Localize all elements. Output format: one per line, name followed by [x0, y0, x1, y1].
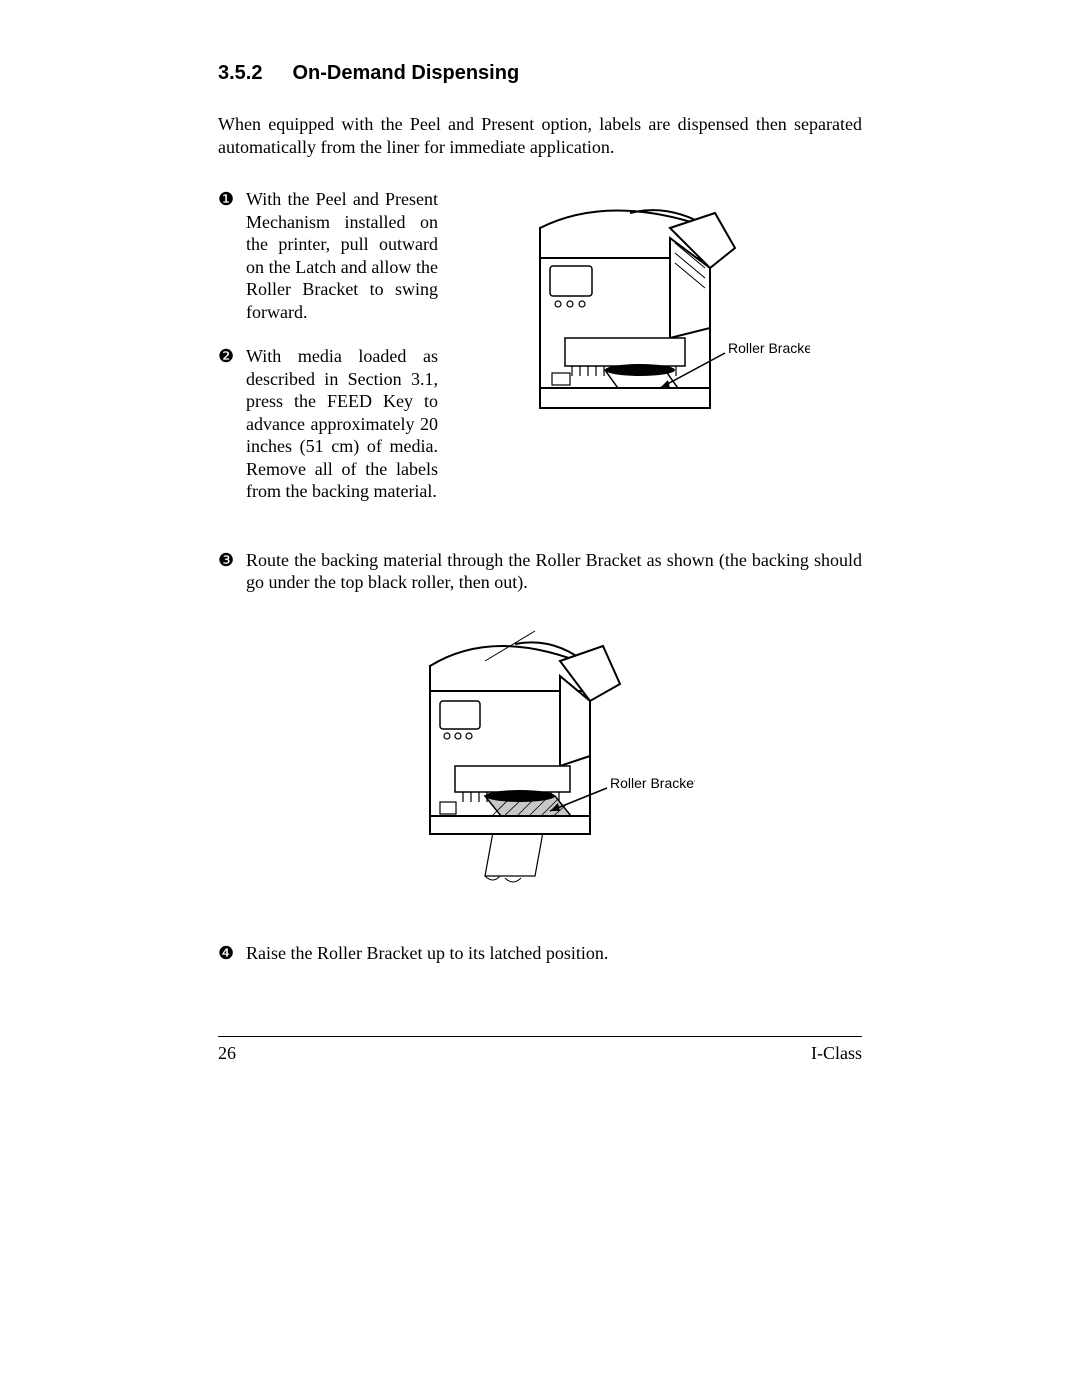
section-heading: 3.5.2 On-Demand Dispensing — [218, 62, 862, 85]
step-2: ❷ With media loaded as described in Sect… — [218, 345, 438, 503]
manual-page: 3.5.2 On-Demand Dispensing When equipped … — [0, 0, 1080, 1397]
step-4: ❹ Raise the Roller Bracket up to its lat… — [218, 942, 862, 965]
step-bullet-icon: ❷ — [218, 345, 246, 503]
steps-with-figure: ❶ With the Peel and Present Mechanism in… — [218, 188, 862, 525]
step-text: With media loaded as described in Sectio… — [246, 345, 438, 503]
page-number: 26 — [218, 1043, 236, 1064]
step-text: Raise the Roller Bracket up to its latch… — [246, 942, 862, 965]
doc-class-label: I-Class — [811, 1043, 862, 1064]
footer-rule — [218, 1036, 862, 1037]
step-text: With the Peel and Present Mechanism inst… — [246, 188, 438, 323]
section-title: On-Demand Dispensing — [292, 62, 519, 84]
printer-routing-illustration-icon: Roller Bracket — [385, 606, 695, 906]
left-steps-column: ❶ With the Peel and Present Mechanism in… — [218, 188, 438, 525]
step-text: Route the backing material through the R… — [246, 549, 862, 594]
section-number: 3.5.2 — [218, 62, 262, 85]
figure-label-roller-bracket: Roller Bracket — [728, 340, 810, 356]
figure-2-wrap: Roller Bracket — [218, 606, 862, 906]
step-bullet-icon: ❸ — [218, 549, 246, 594]
spacer — [218, 976, 862, 1018]
intro-paragraph: When equipped with the Peel and Present … — [218, 113, 862, 158]
step-1: ❶ With the Peel and Present Mechanism in… — [218, 188, 438, 323]
step-bullet-icon: ❶ — [218, 188, 246, 323]
step-3: ❸ Route the backing material through the… — [218, 549, 862, 594]
step-bullet-icon: ❹ — [218, 942, 246, 965]
printer-illustration-icon: Roller Bracket — [510, 188, 810, 438]
figure-label-roller-bracket: Roller Bracket — [610, 775, 695, 791]
figure-1-printer: Roller Bracket — [458, 188, 862, 525]
page-footer: 26 I-Class — [218, 1043, 862, 1064]
